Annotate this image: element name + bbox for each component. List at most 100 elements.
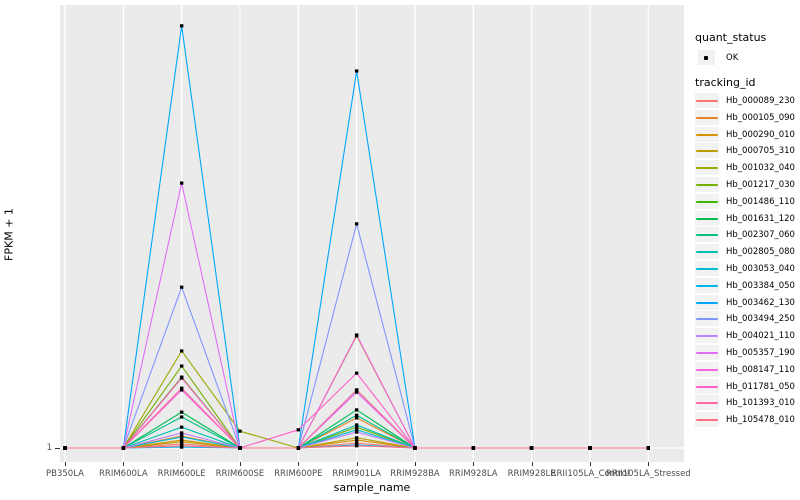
legend-line-swatch bbox=[696, 402, 718, 405]
legend-line-swatch bbox=[696, 368, 718, 371]
legend-line-swatch bbox=[696, 419, 718, 422]
x-tick-label-RRIM600LE: RRIM600LE bbox=[157, 469, 206, 479]
legend-key-box bbox=[695, 345, 719, 360]
data-point bbox=[179, 440, 184, 444]
legend-line-swatch bbox=[696, 200, 718, 203]
data-point bbox=[179, 24, 184, 28]
legend-item-label: Hb_002805_080 bbox=[726, 247, 795, 258]
legend-key-box bbox=[695, 143, 719, 159]
legend-line-swatch bbox=[696, 284, 718, 287]
data-point bbox=[354, 425, 359, 429]
data-point bbox=[179, 349, 184, 353]
legend-item-label: Hb_001032_040 bbox=[726, 163, 795, 174]
data-point bbox=[179, 376, 184, 380]
legend-key-box bbox=[695, 378, 719, 394]
data-point bbox=[354, 413, 359, 417]
legend-key-box bbox=[695, 412, 719, 428]
y-axis-title: FPKM + 1 bbox=[2, 208, 16, 261]
legend-line-swatch bbox=[696, 335, 718, 338]
x-tick-mark bbox=[473, 462, 475, 466]
legend-key-box bbox=[695, 328, 719, 344]
data-point bbox=[354, 408, 359, 412]
legend-line-swatch bbox=[696, 217, 718, 220]
legend-key-box bbox=[695, 294, 719, 310]
legend-key-box bbox=[695, 227, 719, 243]
x-tick-mark bbox=[298, 462, 300, 466]
legend-title-tracking-id: tracking_id bbox=[695, 76, 756, 89]
legend-item-label: Hb_105478_010 bbox=[726, 415, 795, 426]
x-tick-label-RRIM600SE: RRIM600SE bbox=[215, 469, 265, 479]
x-tick-label-PB350LA: PB350LA bbox=[46, 469, 84, 479]
legend-line-swatch bbox=[696, 268, 718, 270]
legend-key-box bbox=[695, 160, 719, 176]
legend-item-label: Hb_011781_050 bbox=[726, 381, 795, 392]
data-point bbox=[354, 388, 359, 392]
data-point bbox=[179, 181, 184, 185]
x-tick-label-RRIM901LA: RRIM901LA bbox=[332, 469, 381, 479]
legend-item-label: Hb_004021_110 bbox=[726, 331, 795, 342]
data-point bbox=[296, 428, 301, 432]
data-point bbox=[354, 333, 359, 337]
x-tick-label-RRIM928LE: RRIM928LE bbox=[507, 469, 556, 479]
data-point bbox=[413, 446, 417, 450]
legend-key-box bbox=[695, 177, 719, 192]
legend-item-label: Hb_000105_090 bbox=[726, 112, 795, 123]
data-point bbox=[588, 446, 592, 450]
data-point bbox=[179, 442, 184, 446]
data-point bbox=[354, 438, 359, 442]
legend-line-swatch bbox=[696, 133, 718, 136]
legend-key-box bbox=[695, 244, 719, 260]
x-tick-label-RRIM600PE: RRIM600PE bbox=[274, 469, 323, 479]
legend-item-label: Hb_003494_250 bbox=[726, 314, 795, 325]
legend-key-box bbox=[695, 93, 719, 108]
legend-item-label: Hb_000089_230 bbox=[726, 96, 795, 106]
legend-line-swatch bbox=[696, 184, 718, 186]
legend-key-box bbox=[695, 210, 719, 226]
legend-line-swatch bbox=[696, 167, 718, 170]
x-tick-mark bbox=[181, 462, 183, 466]
legend-key-box bbox=[695, 395, 719, 411]
data-point bbox=[354, 69, 359, 73]
legend-item-label: Hb_003384_050 bbox=[726, 280, 795, 291]
x-tick-mark bbox=[65, 462, 66, 466]
legend-key-box bbox=[695, 311, 719, 327]
data-point bbox=[179, 410, 184, 414]
data-point bbox=[646, 446, 650, 450]
legend-line-swatch bbox=[696, 234, 718, 237]
data-point bbox=[179, 285, 184, 289]
plot-panel bbox=[60, 5, 684, 462]
data-point bbox=[354, 423, 359, 427]
data-point bbox=[471, 446, 476, 450]
y-tick-mark bbox=[55, 447, 60, 449]
x-tick-mark bbox=[589, 462, 591, 466]
x-tick-label-RRII105LA_Control: RRII105LA_Control bbox=[550, 469, 630, 479]
data-point bbox=[354, 371, 359, 375]
data-point bbox=[179, 388, 184, 392]
x-tick-label-RRIM928LA: RRIM928LA bbox=[448, 469, 498, 479]
legend-item-label: OK bbox=[726, 53, 739, 63]
chart-canvas bbox=[60, 5, 684, 462]
data-point bbox=[179, 435, 184, 439]
x-tick-mark bbox=[648, 462, 650, 466]
data-point bbox=[179, 431, 184, 435]
legend-line-swatch bbox=[696, 116, 718, 119]
data-point bbox=[354, 430, 359, 434]
legend-line-swatch bbox=[696, 352, 718, 354]
data-point bbox=[354, 441, 359, 445]
data-point bbox=[238, 446, 242, 450]
x-tick-mark bbox=[414, 462, 416, 466]
legend-key-box bbox=[695, 277, 719, 293]
legend-line-swatch bbox=[696, 301, 718, 304]
y-tick-label-1: 1 bbox=[46, 443, 52, 453]
legend-key-box bbox=[695, 126, 719, 142]
data-point bbox=[354, 428, 359, 432]
legend-line-swatch bbox=[696, 385, 718, 388]
legend-key-box bbox=[695, 193, 719, 209]
data-point bbox=[179, 425, 184, 429]
legend-key-box bbox=[698, 50, 715, 65]
legend-item-label: Hb_000290_010 bbox=[726, 129, 795, 140]
x-tick-mark bbox=[239, 462, 241, 466]
legend-item-label: Hb_008147_110 bbox=[726, 364, 795, 375]
legend-item-label: Hb_005357_190 bbox=[726, 348, 795, 358]
